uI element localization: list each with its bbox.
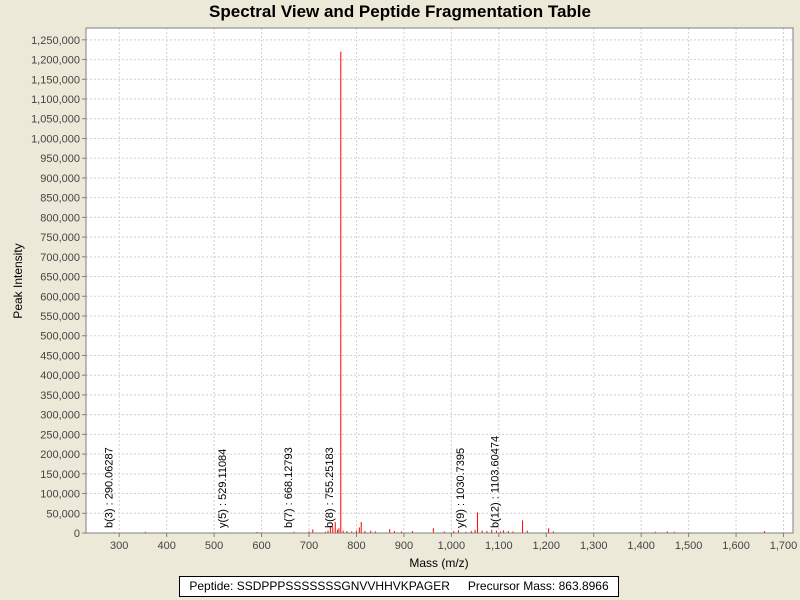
plot-area bbox=[86, 28, 793, 533]
y-tick-label: 100,000 bbox=[40, 489, 80, 501]
y-tick-label: 650,000 bbox=[40, 272, 80, 284]
legend-box: Peptide: SSDPPPSSSSSSSGNVVHHVKPAGER Precu… bbox=[179, 576, 619, 597]
peak-annotation: b(8) : 755.25183 bbox=[324, 447, 336, 528]
x-tick-label: 1,300 bbox=[580, 540, 608, 552]
y-tick-label: 1,150,000 bbox=[31, 74, 80, 86]
y-tick-label: 200,000 bbox=[40, 449, 80, 461]
x-tick-label: 700 bbox=[300, 540, 318, 552]
y-tick-label: 550,000 bbox=[40, 311, 80, 323]
y-tick-label: 700,000 bbox=[40, 252, 80, 264]
y-tick-label: 1,250,000 bbox=[31, 35, 80, 47]
x-tick-label: 1,100 bbox=[485, 540, 513, 552]
y-tick-label: 900,000 bbox=[40, 173, 80, 185]
x-tick-label: 500 bbox=[205, 540, 223, 552]
peaks-layer bbox=[113, 51, 766, 533]
peak-annotation: b(3) : 290.06287 bbox=[103, 447, 115, 528]
plot-border bbox=[85, 27, 794, 534]
y-tick-label: 950,000 bbox=[40, 153, 80, 165]
y-tick-label: 850,000 bbox=[40, 193, 80, 205]
y-tick-label: 600,000 bbox=[40, 291, 80, 303]
y-tick-label: 350,000 bbox=[40, 390, 80, 402]
grid-layer bbox=[86, 28, 793, 534]
x-tick-label: 1,400 bbox=[627, 540, 655, 552]
chart-title: Spectral View and Peptide Fragmentation … bbox=[209, 2, 591, 21]
x-axis-label: Mass (m/z) bbox=[409, 556, 468, 570]
annotation-layer: b(3) : 290.06287 y(5) : 529.11084 b(7) : 6… bbox=[103, 436, 501, 528]
y-tick-label: 150,000 bbox=[40, 469, 80, 481]
peak-annotation: b(12) : 1103.60474 bbox=[490, 436, 502, 528]
y-tick-label: 1,200,000 bbox=[31, 55, 80, 67]
y-tick-label: 500,000 bbox=[40, 331, 80, 343]
x-tick-label: 1,000 bbox=[438, 540, 466, 552]
y-tick-label: 400,000 bbox=[40, 370, 80, 382]
y-tick-label: 250,000 bbox=[40, 429, 80, 441]
x-tick-label: 800 bbox=[347, 540, 365, 552]
y-tick-label: 0 bbox=[74, 528, 80, 540]
x-tick-label: 600 bbox=[252, 540, 270, 552]
y-tick-label: 800,000 bbox=[40, 212, 80, 224]
x-tick-label: 1,600 bbox=[722, 540, 750, 552]
x-tick-label: 400 bbox=[157, 540, 175, 552]
x-tick-label: 1,500 bbox=[675, 540, 703, 552]
y-tick-label: 1,100,000 bbox=[31, 94, 80, 106]
legend-peptide: Peptide: SSDPPPSSSSSSSGNVVHHVKPAGER bbox=[189, 579, 450, 593]
peak-annotation: y(5) : 529.11084 bbox=[217, 449, 229, 528]
y-tick-label: 50,000 bbox=[46, 508, 80, 520]
y-axis-label: Peak Intensity bbox=[11, 243, 25, 318]
y-tick-label: 750,000 bbox=[40, 232, 80, 244]
y-axis: 0 50,000 100,000 150,000 200,000 250,000 300,0… bbox=[31, 35, 86, 540]
y-tick-label: 450,000 bbox=[40, 350, 80, 362]
y-tick-label: 1,050,000 bbox=[31, 114, 80, 126]
x-tick-label: 300 bbox=[110, 540, 128, 552]
x-tick-label: 900 bbox=[395, 540, 413, 552]
legend-precursor-mass: Precursor Mass: 863.8966 bbox=[467, 579, 609, 593]
x-tick-label: 1,700 bbox=[770, 540, 798, 552]
y-tick-label: 300,000 bbox=[40, 410, 80, 422]
peak-annotation: y(9) : 1030.7395 bbox=[455, 448, 467, 528]
y-tick-label: 1,000,000 bbox=[31, 133, 80, 145]
peak-annotation: b(7) : 668.12793 bbox=[283, 447, 295, 528]
x-tick-label: 1,200 bbox=[532, 540, 560, 552]
x-axis: 300 400 500 600 700 800 900 1,000 1,100 1,200 1,30… bbox=[110, 533, 797, 552]
